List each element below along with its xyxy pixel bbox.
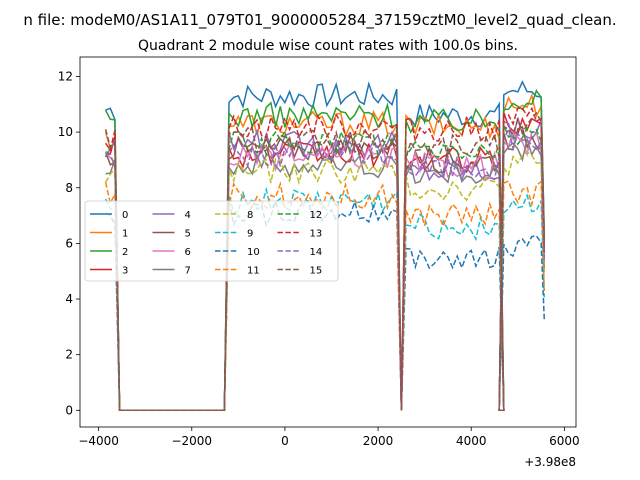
axes-frame <box>79 56 577 428</box>
series-line-9 <box>104 186 546 412</box>
legend-label-14: 14 <box>310 247 323 258</box>
series-line-11 <box>104 180 546 412</box>
y-tick-label: 12 <box>58 69 73 83</box>
y-tick-label: 2 <box>65 348 73 362</box>
legend-label-6: 6 <box>185 247 191 258</box>
legend-label-15: 15 <box>310 266 323 277</box>
legend-label-7: 7 <box>185 266 191 277</box>
series-line-12 <box>104 124 546 412</box>
x-tick-label: −2000 <box>171 434 212 448</box>
legend-label-1: 1 <box>122 229 128 240</box>
chart-title: Quadrant 2 module wise count rates with … <box>138 38 518 54</box>
x-axis-ticks: −4000 −2000 0 2000 4000 6000 <box>78 427 580 448</box>
y-tick-label: 8 <box>65 181 73 195</box>
x-tick-label: 4000 <box>456 434 487 448</box>
legend-label-10: 10 <box>247 247 260 258</box>
series-line-0 <box>105 80 546 412</box>
x-tick-label: 0 <box>281 434 289 448</box>
legend-label-11: 11 <box>247 266 260 277</box>
x-axis-offset-label: +3.98e8 <box>524 455 576 469</box>
legend-label-13: 13 <box>310 229 323 240</box>
y-tick-label: 10 <box>58 125 73 139</box>
series-line-8 <box>104 151 546 412</box>
series-line-15 <box>104 111 546 412</box>
figure-suptitle: n file: modeM0/AS1A11_079T01_9000005284_… <box>23 11 616 30</box>
series-line-14 <box>105 126 546 412</box>
x-tick-label: 6000 <box>549 434 580 448</box>
y-tick-label: 4 <box>65 292 73 306</box>
legend-label-3: 3 <box>122 266 128 277</box>
x-tick-label: 2000 <box>363 434 394 448</box>
legend-box <box>84 200 339 282</box>
legend-label-8: 8 <box>247 210 253 221</box>
y-tick-label: 0 <box>65 403 73 417</box>
legend-label-9: 9 <box>247 229 253 240</box>
y-axis-ticks: 0 2 4 6 8 10 12 <box>58 69 80 417</box>
series-line-13 <box>104 106 546 412</box>
legend-label-2: 2 <box>122 247 128 258</box>
legend-label-0: 0 <box>122 210 128 221</box>
legend-label-12: 12 <box>310 210 323 221</box>
legend-label-5: 5 <box>185 229 191 240</box>
legend-label-4: 4 <box>185 210 191 221</box>
x-tick-label: −4000 <box>78 434 119 448</box>
y-tick-label: 6 <box>65 236 73 250</box>
